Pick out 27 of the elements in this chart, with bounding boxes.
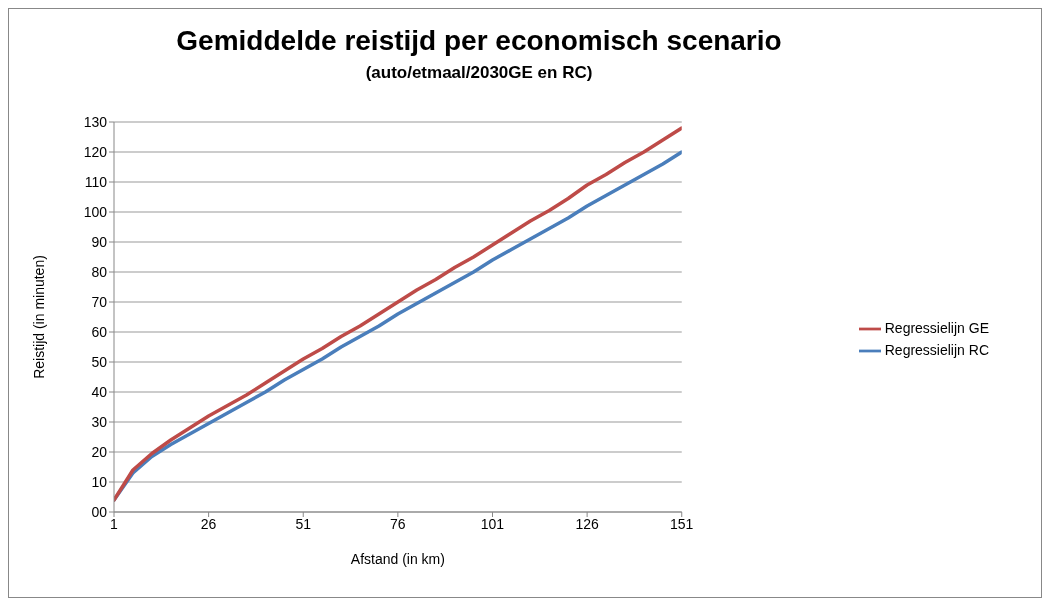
- chart-subtitle: (auto/etmaal/2030GE en RC): [364, 63, 594, 83]
- x-axis-title: Afstand (in km): [350, 551, 445, 567]
- legend-label: Regressielijn GE: [884, 319, 989, 336]
- y-tick-label: 100: [83, 203, 108, 220]
- y-tick-label: 10: [91, 473, 108, 490]
- y-tick-label: 30: [91, 413, 108, 430]
- x-tick-label: 1: [110, 515, 119, 532]
- y-tick-label: 120: [83, 143, 108, 160]
- legend-label: Regressielijn RC: [884, 341, 989, 358]
- x-tick-label: 101: [480, 515, 505, 532]
- y-tick-label: 40: [91, 383, 108, 400]
- x-tick-label: 26: [200, 515, 217, 532]
- chart-title: Gemiddelde reistijd per economisch scenario: [175, 25, 783, 57]
- x-tick-label: 76: [390, 515, 406, 532]
- y-tick-label: 00: [91, 503, 108, 520]
- y-tick-label: 70: [91, 293, 108, 310]
- y-axis-title: Reistijd (in minuten): [30, 255, 47, 379]
- y-tick-label: 80: [91, 263, 108, 280]
- y-tick-label: 110: [84, 173, 108, 190]
- y-tick-label: 50: [91, 353, 108, 370]
- y-tick-label: 20: [91, 443, 108, 460]
- x-tick-label: 51: [295, 515, 312, 532]
- y-tick-label: 90: [91, 233, 108, 250]
- x-tick-label: 151: [670, 515, 694, 532]
- x-tick-label: 126: [575, 515, 599, 532]
- y-tick-label: 60: [91, 323, 108, 340]
- y-tick-label: 130: [83, 113, 108, 130]
